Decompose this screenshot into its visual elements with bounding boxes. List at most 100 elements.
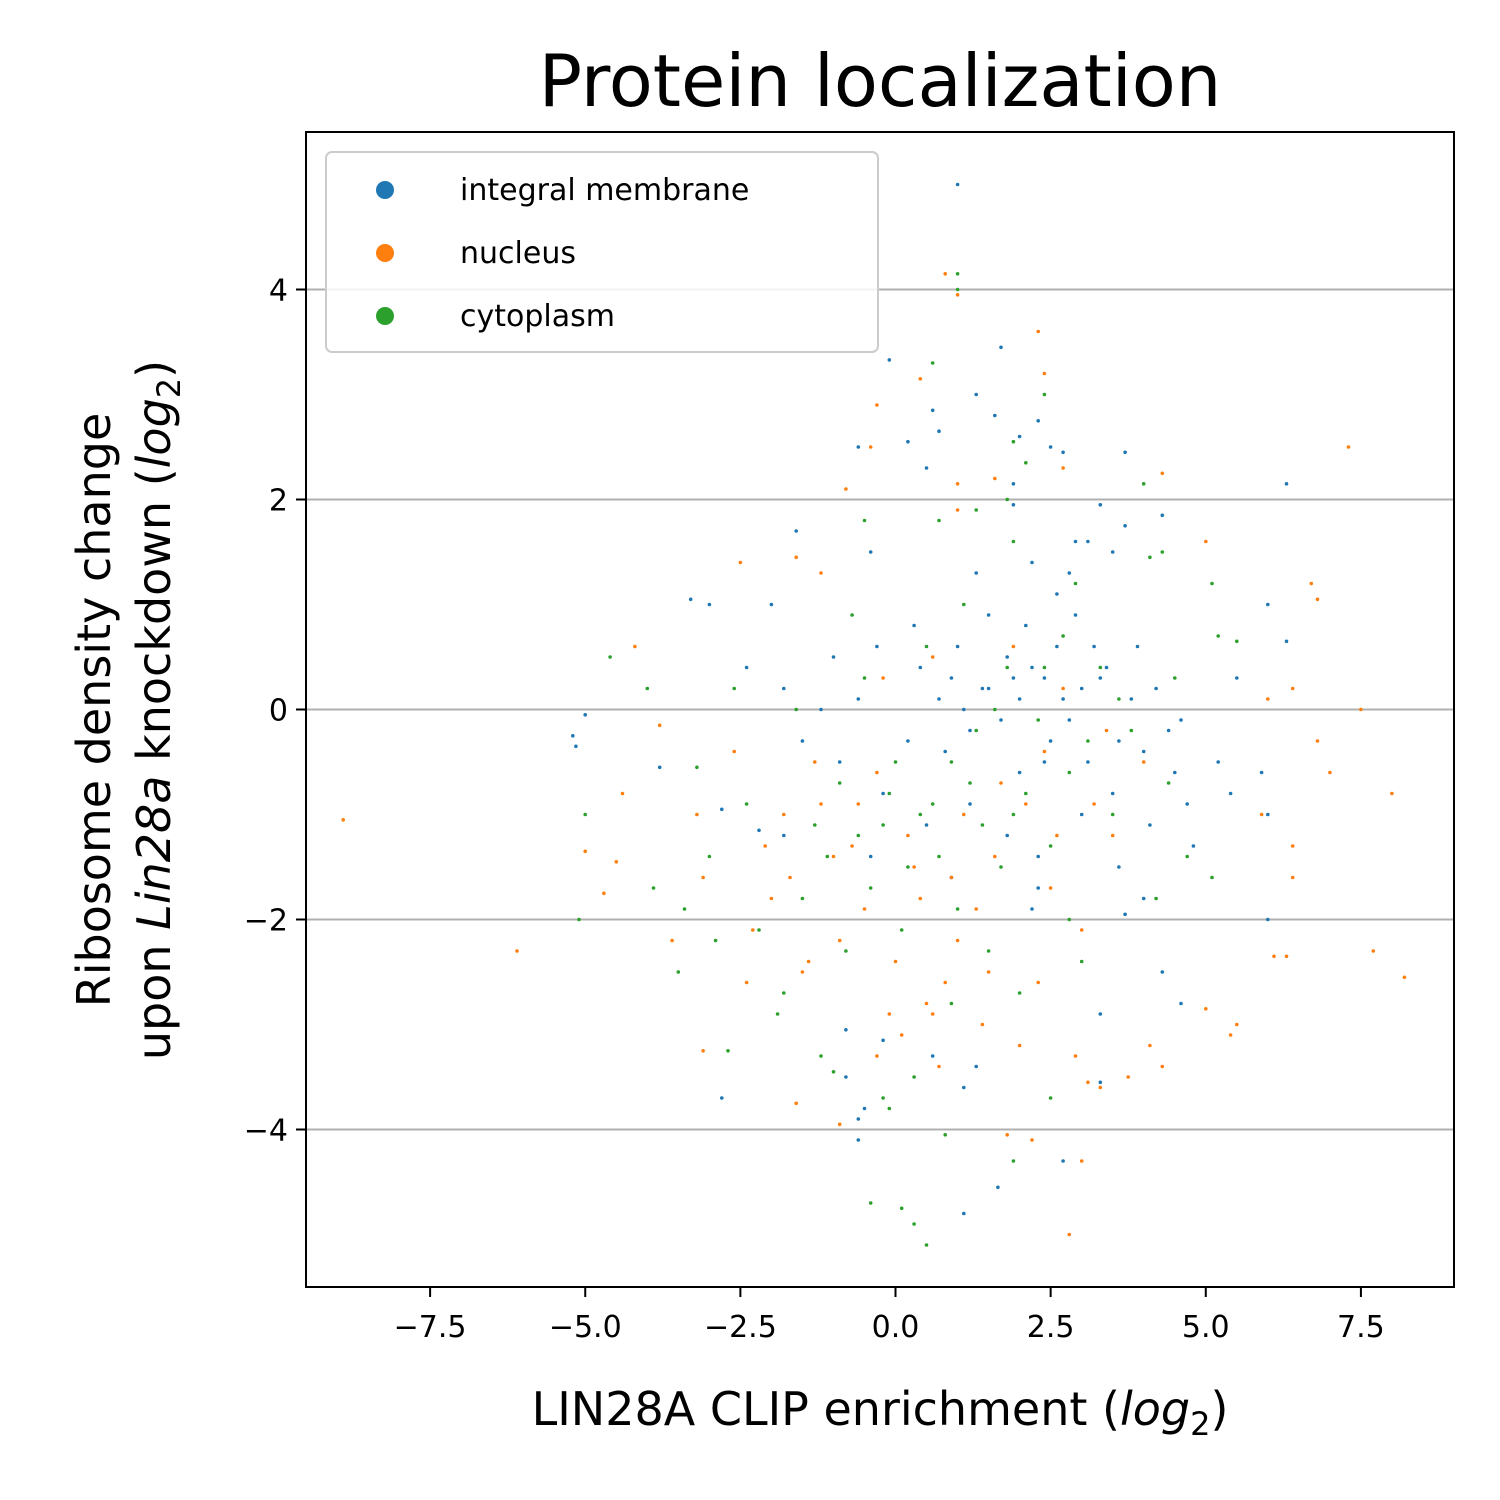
y-tick-label: −4 [244, 1114, 288, 1149]
data-point [924, 823, 929, 827]
data-point [1160, 970, 1165, 974]
data-point [1067, 917, 1072, 922]
data-point [1005, 1133, 1009, 1137]
data-point [949, 760, 954, 764]
data-point [831, 1070, 836, 1074]
data-point [962, 812, 966, 817]
data-point [1284, 639, 1289, 644]
data-point [1235, 1022, 1239, 1027]
data-point [930, 802, 935, 806]
data-point [1141, 482, 1146, 486]
data-point [862, 676, 867, 680]
data-point [720, 1096, 724, 1100]
data-point [968, 781, 972, 785]
x-axis-unit: log [1120, 1382, 1190, 1436]
data-point [707, 602, 712, 607]
data-point [862, 518, 867, 523]
data-point [515, 949, 519, 953]
legend: integral membrane nucleus cytoplasm [325, 151, 879, 353]
data-point [1135, 644, 1140, 649]
data-point [993, 854, 997, 859]
x-tick-label: 0.0 [872, 1310, 920, 1345]
data-point [1123, 450, 1127, 455]
data-point [868, 854, 873, 859]
data-point [844, 1028, 848, 1032]
data-point [1086, 539, 1090, 544]
legend-marker [376, 181, 394, 199]
data-point [794, 555, 798, 560]
data-point [782, 991, 786, 995]
data-point [813, 823, 817, 827]
data-point [844, 949, 848, 953]
data-point [1024, 802, 1028, 806]
legend-marker [376, 307, 394, 325]
data-point [1067, 718, 1072, 722]
data-point [806, 959, 811, 964]
data-point [1185, 802, 1189, 806]
data-point [744, 980, 749, 985]
y-ticks: −4 −2 0 2 4 [244, 274, 306, 1149]
x-tick-label: 2.5 [1027, 1310, 1075, 1345]
data-point [1042, 749, 1047, 754]
data-point [1309, 581, 1314, 586]
data-point [1110, 833, 1115, 838]
data-point [955, 287, 960, 292]
data-point [875, 644, 879, 649]
data-point [912, 623, 916, 628]
data-point [1079, 686, 1084, 691]
data-point [1055, 833, 1059, 838]
data-point [1154, 686, 1158, 691]
data-point [1073, 1054, 1078, 1058]
data-point [844, 487, 848, 491]
data-point [974, 392, 978, 397]
data-point [837, 1122, 842, 1127]
data-point [732, 686, 736, 691]
data-point [1216, 760, 1220, 764]
data-point [930, 655, 935, 659]
grid-lines [306, 288, 1454, 1131]
data-point [1011, 439, 1016, 444]
data-point [1017, 434, 1022, 439]
x-tick-label: −5.0 [549, 1310, 622, 1345]
data-point [974, 508, 978, 512]
data-point [1048, 1096, 1053, 1100]
data-point [1123, 524, 1127, 528]
chart-title: Protein localization [539, 39, 1222, 123]
data-point [1228, 791, 1233, 796]
data-point [1017, 770, 1022, 775]
x-axis-label: LIN28A CLIP enrichment (log2) [532, 1382, 1229, 1443]
data-point [862, 907, 867, 911]
x-axis-label-text: LIN28A CLIP enrichment [532, 1382, 1088, 1436]
data-point [993, 476, 997, 481]
data-point [1315, 739, 1320, 743]
data-point [856, 1117, 861, 1121]
data-point [943, 272, 947, 276]
data-point [620, 791, 625, 796]
data-point [794, 707, 798, 712]
data-point [1126, 1075, 1130, 1079]
data-point [713, 938, 718, 943]
data-point [912, 1222, 916, 1226]
data-point [1098, 1012, 1103, 1016]
data-point [906, 439, 910, 444]
data-point [1036, 886, 1040, 890]
data-point [819, 1054, 823, 1058]
data-point [1328, 770, 1332, 775]
data-point [800, 739, 805, 743]
data-point [1290, 844, 1295, 848]
data-point [1160, 471, 1165, 476]
data-point [1042, 676, 1047, 680]
data-point [1048, 886, 1053, 890]
data-point [893, 760, 898, 764]
data-point [794, 529, 798, 533]
data-point [1266, 602, 1270, 607]
data-point [856, 833, 861, 838]
data-point [974, 571, 978, 575]
data-point [726, 1049, 730, 1053]
data-point [1129, 728, 1134, 733]
y-tick-label: 0 [269, 694, 288, 729]
data-point [949, 676, 954, 680]
data-point [1098, 1080, 1103, 1085]
data-point [1110, 791, 1115, 796]
data-point [996, 1185, 1000, 1190]
